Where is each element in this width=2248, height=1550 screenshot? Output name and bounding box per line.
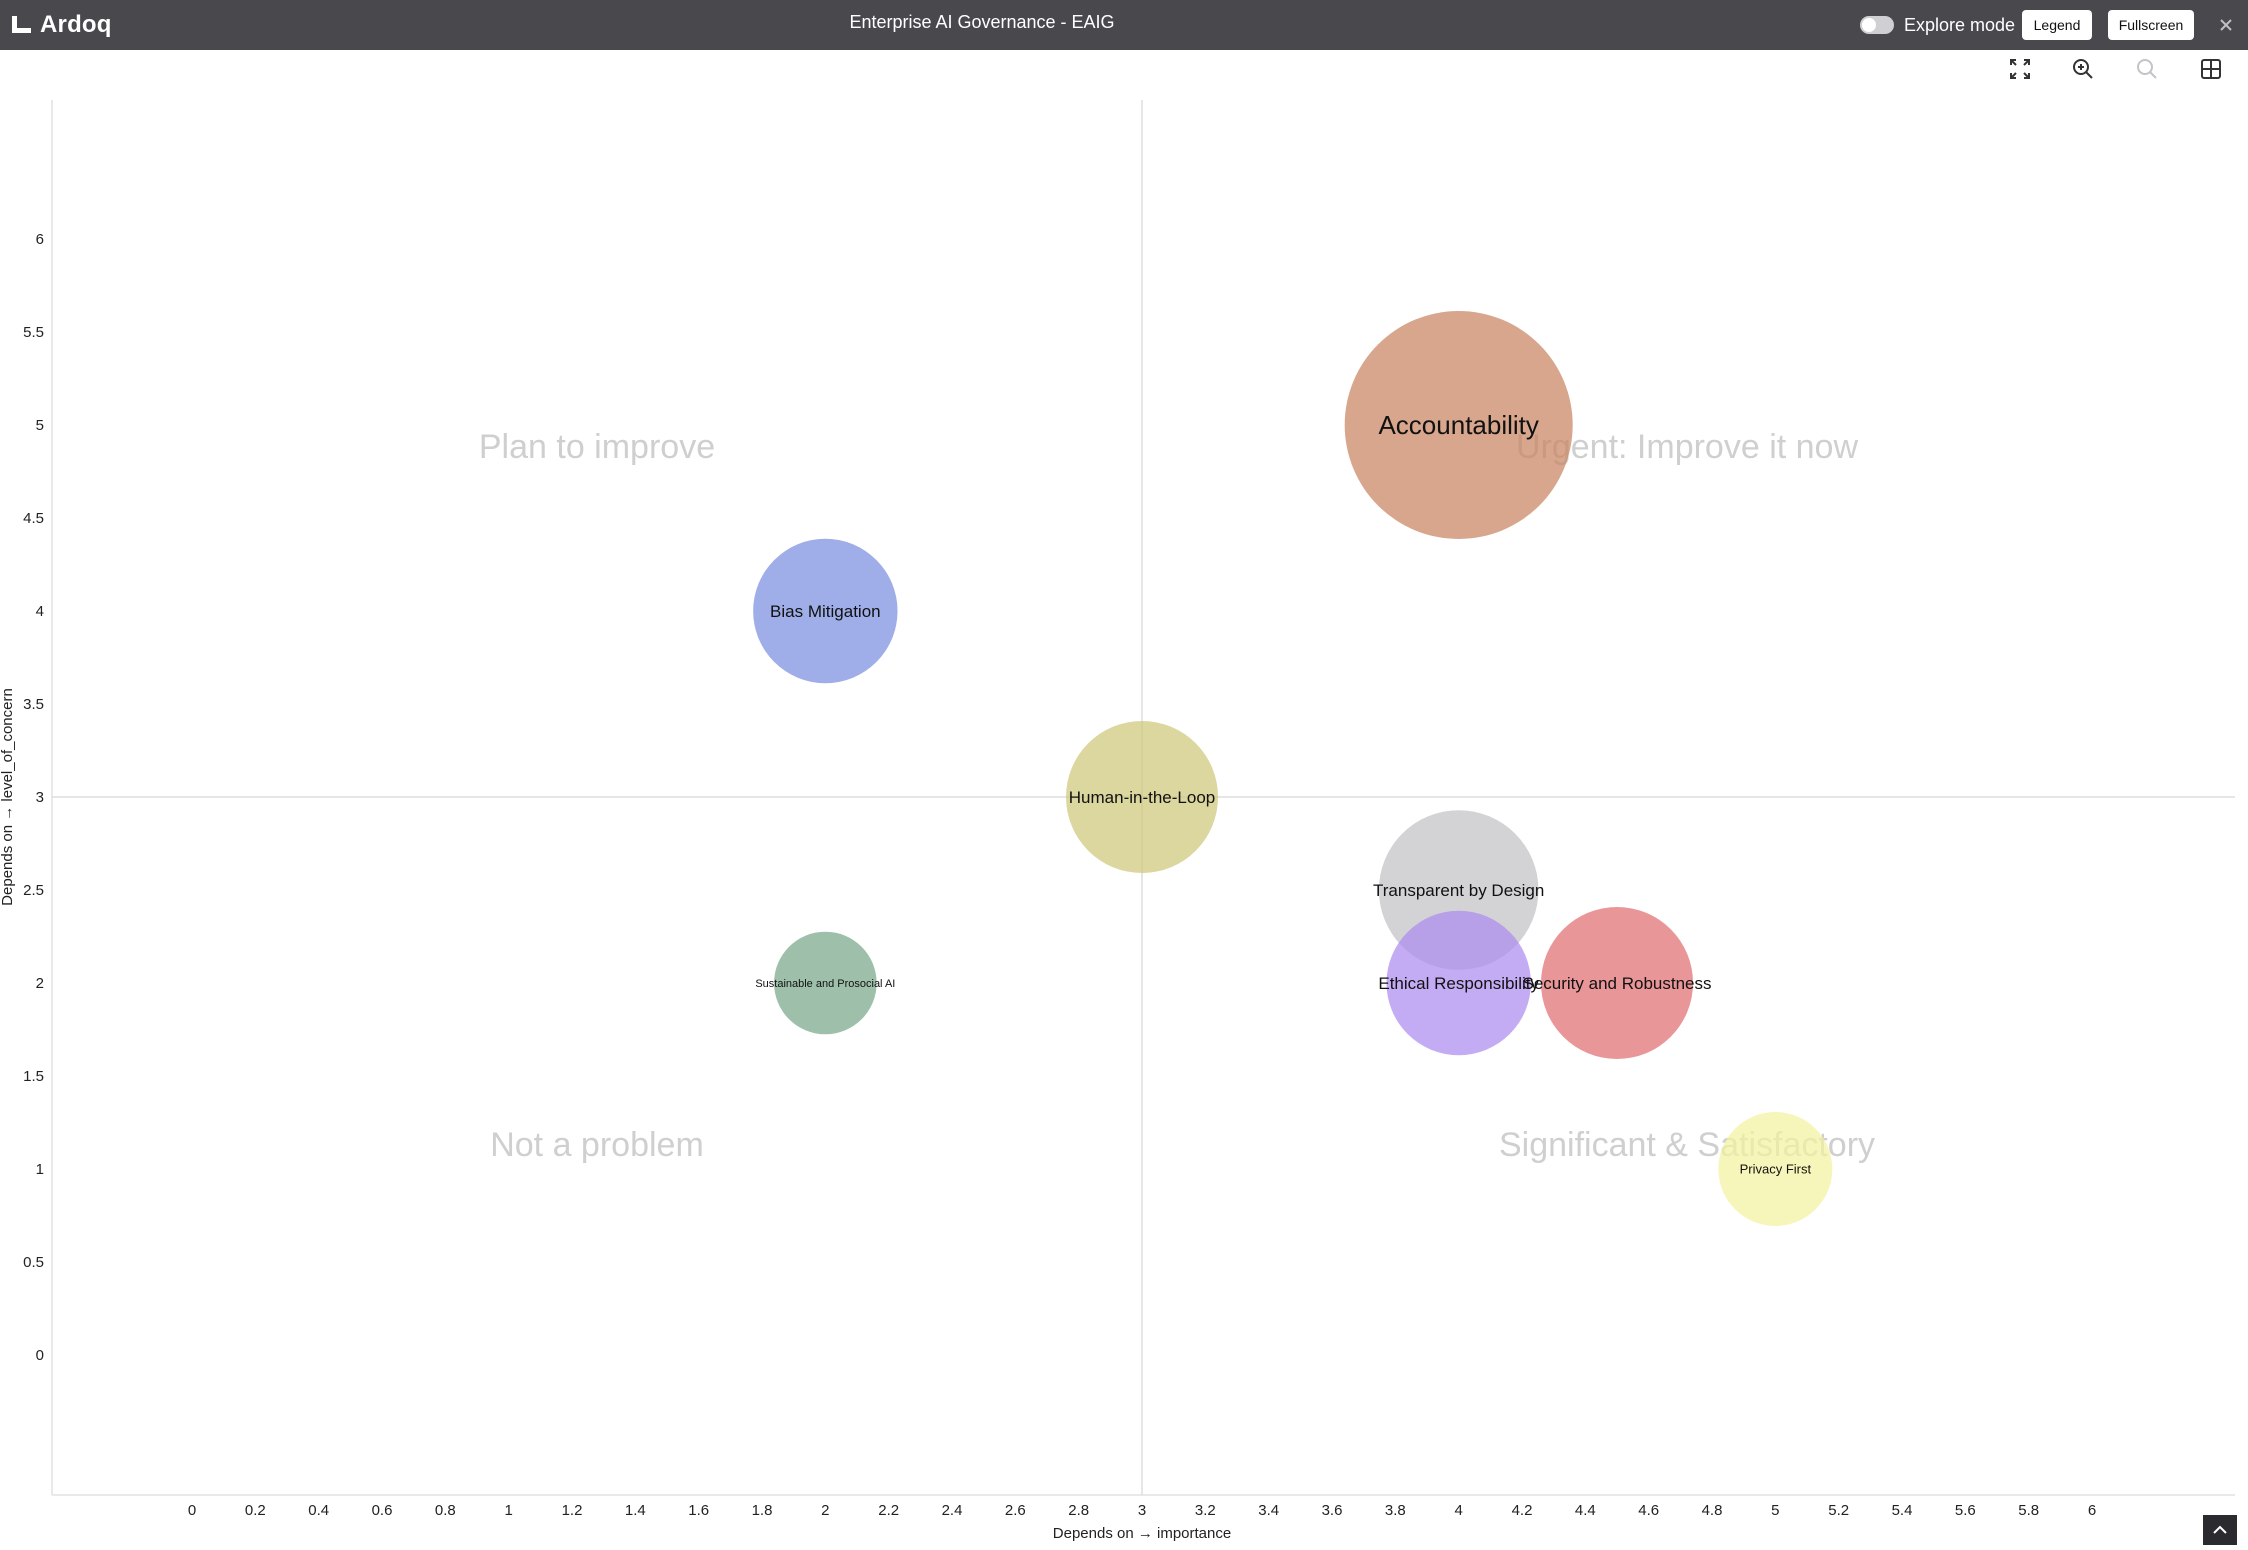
bubble-label: Transparent by Design [1373,881,1544,900]
x-tick-label: 3.6 [1322,1502,1343,1519]
x-tick-label: 0.2 [245,1502,266,1519]
bubble-chart: Plan to improve Urgent: Improve it now Not… [0,100,2235,1542]
y-tick-label: 3.5 [23,696,44,713]
quadrant-label-top-left: Plan to improve [479,428,715,466]
x-axis-title: Depends on → importance [1053,1525,1231,1542]
collapse-panel-button[interactable] [2203,1515,2237,1545]
bubble-security-and-robustness[interactable] [1541,907,1694,1059]
x-tick-label: 5.4 [1892,1502,1913,1519]
fit-view-icon[interactable] [2007,56,2033,82]
bubble-label: Privacy First [1740,1162,1812,1177]
x-tick-label: 4 [1455,1502,1463,1519]
bubble-privacy-first[interactable] [1718,1112,1833,1226]
toggle-switch[interactable] [1860,16,1894,34]
x-tick-label: 0 [188,1502,196,1519]
x-tick-label: 1.8 [752,1502,773,1519]
x-tick-label: 2.2 [878,1502,899,1519]
x-tick-label: 4.8 [1702,1502,1723,1519]
x-tick-label: 5.2 [1828,1502,1849,1519]
y-tick-label: 5.5 [23,324,44,341]
x-tick-label: 0.4 [308,1502,329,1519]
x-tick-label: 1.6 [688,1502,709,1519]
chevron-up-icon [2213,1525,2227,1534]
x-tick-label: 1.2 [562,1502,583,1519]
bubble-sustainable-and-prosocial-ai[interactable] [774,931,877,1035]
bubble-accountability[interactable] [1344,311,1573,539]
quadrant-label-bottom-left: Not a problem [490,1126,704,1164]
bubble-label: Sustainable and Prosocial AI [755,978,895,990]
x-tick-label: 3 [1138,1502,1146,1519]
grid-icon[interactable] [2198,56,2224,82]
x-tick-label: 3.2 [1195,1502,1216,1519]
x-tick-label: 3.4 [1258,1502,1279,1519]
bubble-label: Accountability [1378,410,1538,440]
fullscreen-button[interactable]: Fullscreen [2108,10,2194,40]
y-tick-label: 4.5 [23,510,44,527]
x-tick-label: 5 [1771,1502,1779,1519]
quadrant-label-top-right: Urgent: Improve it now [1516,428,1858,466]
bubble-label: Ethical Responsibility [1378,974,1539,993]
bubble-label: Bias Mitigation [770,602,881,621]
legend-button[interactable]: Legend [2022,10,2092,40]
explore-mode-label: Explore mode [1904,14,2016,35]
bubble-ethical-responsibility[interactable] [1386,910,1531,1056]
x-tick-label: 1.4 [625,1502,646,1519]
top-bar: Ardoq Enterprise AI Governance - EAIG Ex… [0,0,2248,50]
x-tick-label: 5.8 [2018,1502,2039,1519]
y-tick-label: 6 [36,231,44,248]
x-tick-label: 2.8 [1068,1502,1089,1519]
bubble-label: Human-in-the-Loop [1069,788,1215,807]
explore-mode-toggle[interactable]: Explore mode [1860,12,2015,38]
x-tick-label: 0.6 [372,1502,393,1519]
y-tick-label: 1 [36,1161,44,1178]
x-tick-label: 4.6 [1638,1502,1659,1519]
x-tick-label: 2.4 [942,1502,963,1519]
y-tick-label: 2.5 [23,882,44,899]
y-tick-label: 4 [36,603,44,620]
x-tick-label: 0.8 [435,1502,456,1519]
x-tick-label: 4.2 [1512,1502,1533,1519]
bubble-human-in-the-loop[interactable] [1066,721,1219,873]
ardoq-logo-icon [12,15,32,35]
y-tick-label: 1.5 [23,1068,44,1085]
bubble-label: Security and Robustness [1523,974,1712,993]
logo-text: Ardoq [40,11,112,38]
y-tick-label: 3 [36,789,44,806]
y-tick-label: 0.5 [23,1254,44,1271]
x-tick-label: 5.6 [1955,1502,1976,1519]
zoom-out-icon[interactable] [2134,56,2160,82]
y-tick-label: 2 [36,975,44,992]
x-tick-label: 2.6 [1005,1502,1026,1519]
y-tick-label: 5 [36,417,44,434]
y-axis-title: Depends on → level_of_concern [0,688,16,906]
x-tick-label: 3.8 [1385,1502,1406,1519]
x-tick-label: 2 [821,1502,829,1519]
y-tick-label: 0 [36,1347,44,1364]
presentation-title: Enterprise AI Governance - EAIG [849,12,1115,32]
zoom-in-icon[interactable] [2070,56,2096,82]
x-tick-label: 1 [504,1502,512,1519]
ardoq-logo[interactable]: Ardoq [12,11,112,39]
x-tick-label: 4.4 [1575,1502,1596,1519]
close-icon[interactable] [2214,13,2238,37]
x-tick-label: 6 [2088,1502,2096,1519]
bubble-bias-mitigation[interactable] [753,538,898,684]
